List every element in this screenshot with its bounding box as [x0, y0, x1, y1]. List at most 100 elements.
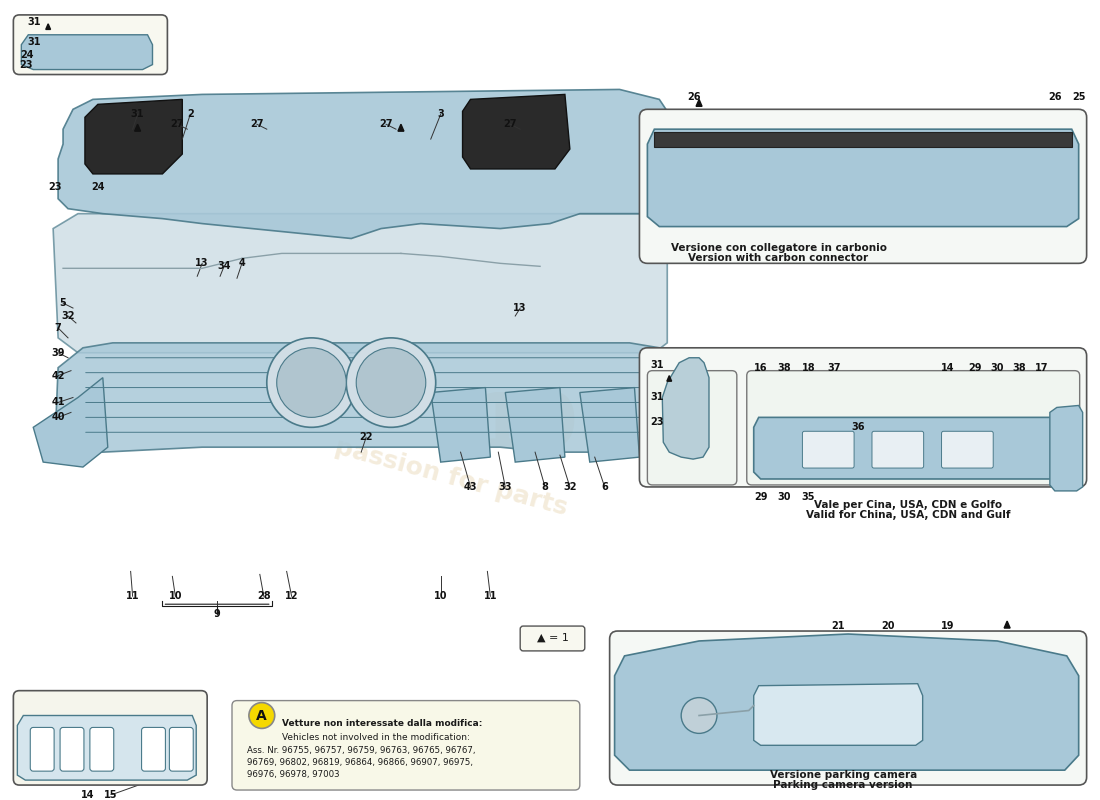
Text: 23: 23 — [20, 59, 33, 70]
Text: 36: 36 — [851, 422, 865, 432]
Polygon shape — [21, 34, 153, 70]
Text: 38: 38 — [1012, 362, 1026, 373]
Text: 27: 27 — [504, 119, 517, 130]
Polygon shape — [615, 634, 1079, 770]
Circle shape — [346, 338, 436, 427]
Text: 6: 6 — [602, 482, 608, 492]
Text: 11: 11 — [484, 591, 497, 602]
Text: 43: 43 — [464, 482, 477, 492]
Text: 37: 37 — [827, 362, 842, 373]
Text: 31: 31 — [28, 17, 41, 27]
Text: 14: 14 — [81, 790, 95, 800]
Text: 31: 31 — [650, 393, 664, 402]
Text: 4: 4 — [239, 258, 245, 268]
Text: 2: 2 — [187, 110, 194, 119]
Text: Versione parking camera: Versione parking camera — [770, 770, 916, 780]
Polygon shape — [1049, 406, 1082, 491]
Text: 13: 13 — [196, 258, 209, 268]
Circle shape — [267, 338, 356, 427]
FancyBboxPatch shape — [609, 631, 1087, 785]
Polygon shape — [667, 376, 672, 382]
Polygon shape — [398, 124, 404, 131]
Text: 7: 7 — [55, 323, 62, 333]
Polygon shape — [580, 387, 639, 462]
Circle shape — [249, 702, 275, 729]
Text: 5: 5 — [59, 298, 66, 308]
Text: 21: 21 — [832, 621, 845, 631]
Text: 35: 35 — [802, 492, 815, 502]
Polygon shape — [662, 358, 710, 459]
Text: 10: 10 — [168, 591, 183, 602]
Text: 24: 24 — [91, 182, 104, 192]
Text: 42: 42 — [52, 370, 65, 381]
Text: 11: 11 — [125, 591, 140, 602]
Text: 96976, 96978, 97003: 96976, 96978, 97003 — [246, 770, 340, 778]
Text: 31: 31 — [650, 360, 664, 370]
Text: 25: 25 — [1071, 92, 1086, 102]
Polygon shape — [55, 343, 669, 452]
Text: 32: 32 — [62, 311, 75, 321]
Text: 32: 32 — [563, 482, 576, 492]
Text: 15: 15 — [104, 790, 118, 800]
Polygon shape — [18, 715, 196, 780]
FancyBboxPatch shape — [60, 727, 84, 771]
FancyBboxPatch shape — [802, 431, 854, 468]
Polygon shape — [85, 99, 183, 174]
Text: 10: 10 — [433, 591, 448, 602]
Text: 30: 30 — [778, 492, 791, 502]
Text: Versione con collegatore in carbonio: Versione con collegatore in carbonio — [671, 243, 887, 254]
FancyBboxPatch shape — [648, 370, 737, 485]
Text: 8: 8 — [541, 482, 549, 492]
Text: 28: 28 — [257, 591, 271, 602]
Polygon shape — [648, 129, 1079, 226]
Text: 19: 19 — [940, 621, 955, 631]
Text: 17: 17 — [1035, 362, 1048, 373]
Text: 13: 13 — [514, 303, 527, 313]
Text: 31: 31 — [28, 37, 41, 46]
Polygon shape — [505, 387, 565, 462]
Text: 39: 39 — [52, 348, 65, 358]
Polygon shape — [53, 214, 668, 353]
Text: 27: 27 — [170, 119, 184, 130]
Text: 29: 29 — [969, 362, 982, 373]
Polygon shape — [754, 418, 1071, 479]
Circle shape — [681, 698, 717, 734]
Text: 34: 34 — [218, 262, 231, 271]
Text: Vehicles not involved in the modification:: Vehicles not involved in the modificatio… — [282, 733, 470, 742]
Text: 18: 18 — [802, 362, 815, 373]
Text: 12: 12 — [285, 591, 298, 602]
FancyBboxPatch shape — [747, 370, 1080, 485]
Polygon shape — [33, 378, 108, 467]
Text: 40: 40 — [52, 412, 65, 422]
FancyBboxPatch shape — [639, 348, 1087, 487]
Text: Version with carbon connector: Version with carbon connector — [689, 254, 869, 263]
FancyBboxPatch shape — [872, 431, 924, 468]
FancyBboxPatch shape — [639, 110, 1087, 263]
Text: 26: 26 — [1048, 92, 1062, 102]
Text: Valid for China, USA, CDN and Gulf: Valid for China, USA, CDN and Gulf — [805, 510, 1010, 520]
FancyBboxPatch shape — [169, 727, 194, 771]
FancyBboxPatch shape — [13, 15, 167, 74]
Polygon shape — [58, 90, 669, 238]
Text: passion for parts: passion for parts — [331, 434, 570, 520]
Text: Vale per Cina, USA, CDN e Golfo: Vale per Cina, USA, CDN e Golfo — [814, 500, 1002, 510]
Text: 1985: 1985 — [473, 390, 686, 464]
Polygon shape — [654, 132, 1071, 147]
Text: Vetture non interessate dalla modifica:: Vetture non interessate dalla modifica: — [282, 719, 482, 728]
Text: 23: 23 — [48, 182, 62, 192]
Polygon shape — [431, 387, 491, 462]
Text: 27: 27 — [250, 119, 264, 130]
Text: 41: 41 — [52, 398, 65, 407]
Text: 24: 24 — [21, 50, 34, 60]
Text: A: A — [256, 709, 267, 722]
Text: 29: 29 — [754, 492, 768, 502]
Polygon shape — [696, 99, 702, 106]
Text: 23: 23 — [650, 418, 664, 427]
Polygon shape — [1004, 621, 1010, 628]
FancyBboxPatch shape — [520, 626, 585, 651]
Text: ▲ = 1: ▲ = 1 — [537, 633, 569, 643]
Text: 96769, 96802, 96819, 96864, 96866, 96907, 96975,: 96769, 96802, 96819, 96864, 96866, 96907… — [246, 758, 473, 766]
Circle shape — [356, 348, 426, 418]
Polygon shape — [462, 94, 570, 169]
Text: 38: 38 — [778, 362, 791, 373]
